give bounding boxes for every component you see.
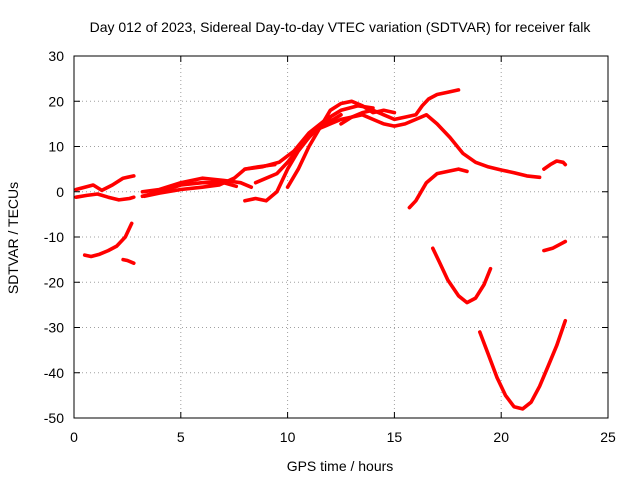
y-tick-label: 0 [56,184,64,200]
y-tick-label: -30 [44,320,64,336]
y-tick-label: 10 [48,139,64,155]
series-arc-10 [243,104,375,171]
series-arc-2 [74,192,136,202]
x-tick-label: 20 [493,429,509,445]
y-axis-label: SDTVAR / TECUs [5,182,21,294]
series-arc-16 [478,318,568,411]
x-tick-label: 5 [177,429,185,445]
y-tick-label: -10 [44,229,64,245]
data-series [74,88,568,411]
y-tick-label: -40 [44,365,64,381]
axes: 0 5 10 15 20 25 -50 -40 -30 -20 -10 0 10 20 30 [44,48,616,445]
series-arc-6 [140,176,254,194]
x-tick-label: 10 [280,429,296,445]
x-axis-label: GPS time / hours [287,458,394,474]
series-arc-1 [74,174,136,193]
x-tick-label: 25 [600,429,616,445]
series-arc-18 [542,159,568,171]
series-arc-17 [542,239,568,253]
series-arc-15 [431,246,493,305]
chart-title: Day 012 of 2023, Sidereal Day-to-day VTE… [90,19,592,35]
y-tick-label: 30 [48,48,64,64]
series-arc-13 [339,88,461,126]
y-tick-label: 20 [48,93,64,109]
series-arc-3 [82,221,134,259]
x-tick-label: 15 [387,429,403,445]
y-tick-label: -50 [44,410,64,426]
series-arc-4 [121,257,136,265]
x-tick-label: 0 [70,429,78,445]
y-tick-label: -20 [44,274,64,290]
series-arc-14 [407,167,469,210]
